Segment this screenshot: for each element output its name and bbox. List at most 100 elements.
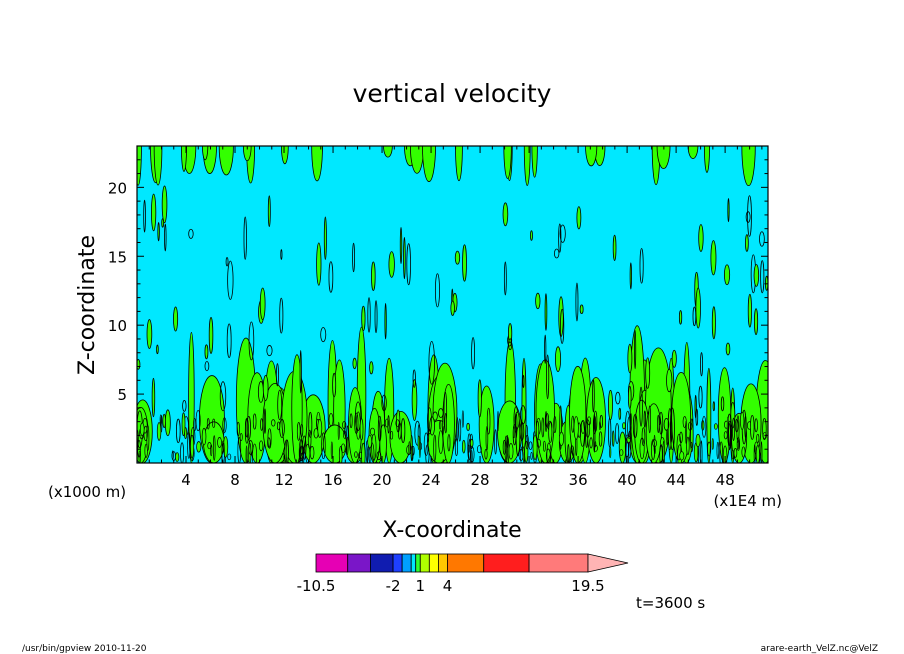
updraft-cell [711, 306, 716, 340]
surface-contour [497, 411, 499, 432]
surface-contour [477, 445, 482, 454]
surface-contour [719, 441, 724, 463]
colorbar-segment [410, 553, 417, 573]
surface-contour [612, 430, 615, 447]
x-unit-left: (x1000 m) [48, 483, 126, 501]
surface-contour [512, 427, 516, 439]
surface-contour [741, 446, 746, 458]
updraft-cell [266, 345, 273, 357]
surface-contour [438, 420, 442, 430]
updraft-cell [151, 377, 156, 418]
colorbar-segment [419, 553, 430, 573]
surface-contour [359, 418, 364, 441]
footer-left: /usr/bin/gpview 2010-11-20 [22, 644, 147, 654]
updraft-cell [400, 418, 406, 443]
updraft-cell [332, 372, 337, 398]
x-tick-label: 24 [422, 471, 441, 489]
surface-contour [390, 430, 394, 440]
upper-cell [281, 146, 289, 165]
updraft-cell [354, 401, 362, 432]
surface-contour [648, 405, 651, 434]
updraft-cell [369, 361, 374, 375]
updraft-cell [522, 374, 525, 389]
surface-contour [571, 415, 575, 433]
surface-contour [193, 418, 197, 432]
updraft-plume [478, 385, 495, 463]
surface-contour [321, 432, 326, 460]
upper-cell [585, 146, 598, 167]
surface-contour [349, 413, 353, 429]
updraft-plume [188, 332, 195, 463]
surface-contour [716, 441, 720, 460]
updraft-cell [678, 310, 683, 325]
upper-cell [180, 146, 187, 172]
updraft-cell [412, 369, 416, 388]
updraft-cell [173, 306, 179, 332]
surface-contour [159, 414, 162, 425]
upper-cell [687, 146, 699, 159]
surface-contour [695, 433, 701, 448]
colorbar-tick-label: 1 [415, 577, 425, 595]
updraft-cell [666, 368, 673, 393]
updraft-cell [243, 216, 247, 260]
surface-contour [589, 437, 593, 449]
updraft-plume [291, 354, 303, 463]
updraft-cell [612, 234, 617, 261]
surface-contour [239, 433, 243, 441]
surface-contour [670, 419, 673, 443]
surface-contour [580, 420, 585, 447]
upper-cell [409, 146, 424, 174]
colorbar-tick-label: -2 [386, 577, 401, 595]
updraft-cell [277, 389, 283, 421]
surface-contour [180, 442, 184, 463]
surface-contour [222, 417, 227, 433]
colorbar-extend-arrow [587, 553, 629, 573]
surface-contour [210, 444, 213, 457]
surface-contour [535, 420, 540, 440]
surface-contour [337, 421, 340, 440]
updraft-cell [428, 340, 435, 385]
surface-contour [760, 441, 763, 463]
surface-contour [598, 431, 603, 447]
time-label: t=3600 s [636, 594, 705, 612]
surface-contour [367, 434, 373, 449]
surface-contour [753, 444, 756, 463]
surface-contour [736, 415, 740, 443]
surface-contour [544, 411, 548, 432]
surface-contour [442, 425, 444, 436]
updraft-cell [698, 385, 703, 409]
surface-contour [733, 448, 738, 458]
surface-contour [676, 433, 682, 461]
updraft-cell [579, 304, 584, 315]
upper-cell [531, 146, 538, 178]
upper-cell [503, 146, 512, 179]
surface-contour [276, 421, 281, 431]
surface-contour [470, 446, 475, 463]
updraft-cell [323, 216, 327, 260]
updraft-cell [225, 257, 229, 267]
updraft-cell [559, 224, 566, 243]
surface-contour [361, 442, 366, 463]
surface-contour [217, 437, 222, 448]
surface-contour [338, 446, 343, 463]
updraft-cell [712, 401, 716, 412]
updraft-cell [388, 251, 395, 278]
surface-contour [470, 449, 473, 463]
surface-contour [530, 451, 533, 460]
x-axis-label: X-coordinate [382, 518, 521, 543]
updraft-cell [164, 409, 171, 437]
surface-contour [524, 440, 529, 463]
surface-contour [466, 422, 470, 431]
colorbar-tick-label: 4 [443, 577, 453, 595]
surface-contour [627, 416, 632, 440]
surface-contour [447, 434, 451, 452]
surface-contour [438, 430, 444, 454]
surface-contour [573, 416, 579, 440]
surface-contour [546, 442, 552, 463]
updraft-cell [753, 264, 760, 287]
updraft-cell [698, 224, 704, 252]
updraft-cell [164, 223, 167, 252]
surface-contour [384, 418, 389, 428]
updraft-cell [384, 303, 387, 340]
upper-cell [218, 146, 234, 176]
